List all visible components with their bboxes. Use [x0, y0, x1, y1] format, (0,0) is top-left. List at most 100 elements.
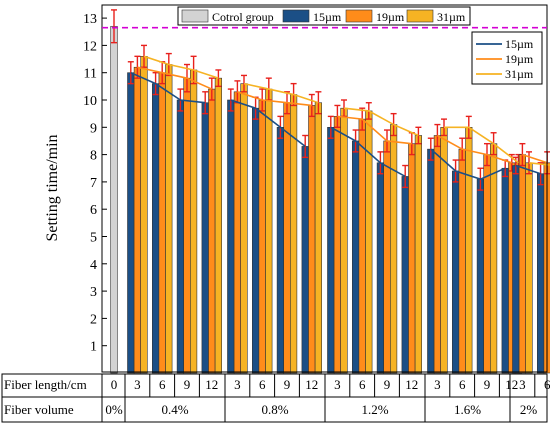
line-legend-label: 15µm [505, 37, 534, 51]
bar [401, 176, 409, 374]
bar-legend-swatch [181, 9, 209, 23]
y-tick-label: 2 [90, 312, 97, 327]
bar [383, 140, 391, 374]
bar [183, 77, 191, 374]
length-cell: 0 [111, 377, 118, 392]
bar [133, 66, 142, 374]
y-tick-label: 7 [90, 176, 97, 191]
length-cell: 9 [484, 377, 491, 392]
bar-legend: Cotrol group 15µm 19µm 31µm [177, 6, 471, 26]
line-legend-label: 31µm [505, 67, 534, 81]
bar-legend-swatch [282, 9, 310, 23]
bar [176, 99, 185, 374]
bar [536, 173, 545, 374]
bar [440, 127, 448, 374]
bar [465, 127, 473, 374]
bar [376, 162, 385, 374]
length-cell: 3 [334, 377, 341, 392]
volume-cell: 2% [520, 402, 538, 417]
bar [308, 105, 316, 374]
y-tick-label: 10 [83, 94, 97, 109]
bar [351, 140, 360, 374]
bar [152, 83, 160, 374]
bar [476, 178, 485, 374]
bar [501, 167, 509, 374]
bar [408, 143, 416, 374]
bar [265, 88, 273, 374]
trend-line [444, 126, 519, 164]
bar [301, 146, 309, 374]
volume-cell: 0% [105, 402, 123, 417]
bar [458, 148, 466, 374]
y-tick-label: 1 [90, 340, 97, 355]
bar [389, 124, 398, 374]
length-cell: 9 [384, 377, 391, 392]
trend-line [137, 66, 213, 90]
y-tick-label: 5 [90, 231, 97, 246]
bar [227, 99, 235, 374]
trend-line [330, 126, 406, 178]
bar [489, 143, 498, 374]
y-tick-label: 13 [83, 12, 97, 27]
bar [276, 127, 285, 374]
length-cell: 12 [305, 377, 318, 392]
length-cell: 6 [159, 377, 166, 392]
control-bar [110, 25, 118, 374]
bar [358, 118, 366, 374]
plot-frame [101, 4, 548, 373]
bar [190, 69, 198, 374]
trend-line [437, 134, 513, 164]
fiber-table: Fiber length/cm Fiber volume 0 0% 3 6 9 12 0.4… [1, 373, 550, 423]
bar [240, 83, 248, 374]
line-legend-box [471, 31, 543, 85]
bar [252, 107, 260, 374]
y-tick-label: 8 [90, 149, 97, 164]
trend-line [130, 71, 206, 104]
volume-cell: 0.4% [161, 402, 188, 417]
y-tick-label: 12 [83, 39, 97, 54]
y-tick-label: 11 [84, 67, 97, 82]
volume-cell: 1.6% [454, 402, 481, 417]
length-cell: 9 [184, 377, 191, 392]
bar [483, 154, 491, 374]
bar [525, 162, 533, 374]
y-tick-label: 9 [90, 121, 97, 136]
trend-line [143, 55, 219, 79]
bar-legend-box [177, 6, 471, 26]
y-tick-label: 3 [90, 285, 97, 300]
bar [140, 56, 148, 374]
length-cell: 12 [205, 377, 218, 392]
bar [258, 99, 266, 374]
bar [451, 170, 460, 374]
bar [283, 102, 291, 374]
volume-cell: 0.8% [261, 402, 288, 417]
trend-line [522, 153, 548, 164]
bar [208, 88, 216, 374]
trend-line-layer [130, 55, 550, 181]
bar [512, 165, 520, 374]
bar-legend-label: 31µm [437, 10, 466, 24]
fiber-volume-row-label: Fiber volume [4, 402, 74, 417]
length-cell: 3 [519, 377, 526, 392]
bar-legend-label: 15µm [313, 10, 342, 24]
fiber-length-row-label: Fiber length/cm [4, 377, 87, 392]
length-cell: 3 [134, 377, 141, 392]
y-tick-label: 6 [90, 203, 97, 218]
y-tick-label: 4 [90, 258, 97, 273]
bar [127, 72, 135, 374]
length-cell: 12 [505, 377, 518, 392]
bar [201, 102, 209, 374]
trend-line [343, 107, 419, 137]
bar [433, 135, 442, 374]
bar [165, 64, 173, 374]
bar-legend-label: 19µm [376, 10, 405, 24]
bar-legend-swatch [406, 9, 434, 23]
bar [214, 77, 223, 374]
bar [233, 91, 242, 374]
trend-line [515, 164, 541, 175]
bar [340, 107, 348, 374]
bar [314, 102, 323, 374]
trend-line [237, 91, 312, 107]
